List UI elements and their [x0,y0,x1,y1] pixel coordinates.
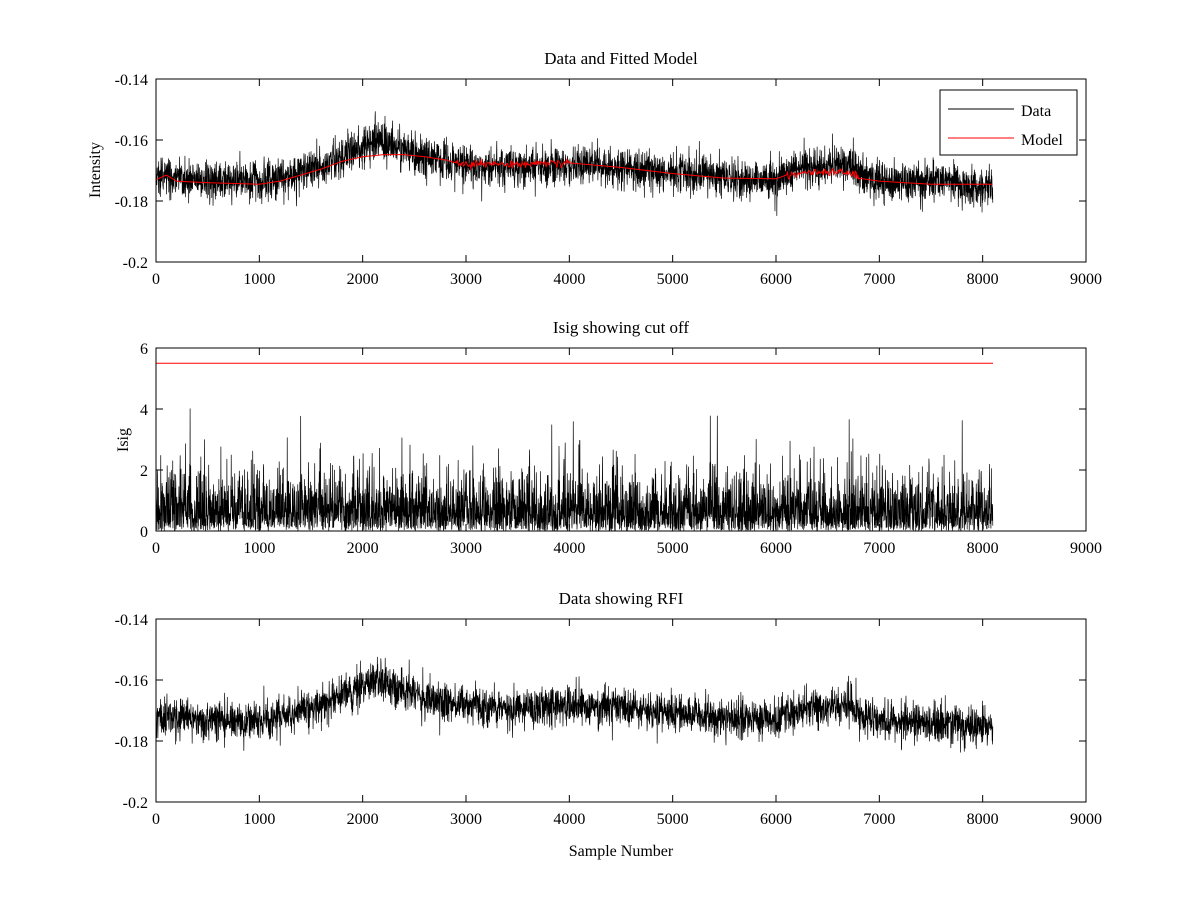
x-tick-label: 6000 [760,540,792,557]
x-tick-label: 0 [152,811,160,828]
x-tick-label: 8000 [967,271,999,288]
axis-ticks: 0 1000 2000 3000 4000 5000 6000 7000 8000 9000 -0.… [115,612,1102,828]
y-tick-label: -0.18 [115,734,148,751]
legend-box [939,89,1078,156]
y-tick-label: 0 [140,524,148,541]
x-tick-label: 8000 [967,540,999,557]
y-tick-label: -0.2 [123,255,148,272]
series-data [156,111,994,216]
x-tick-label: 3000 [450,271,482,288]
x-tick-label: 1000 [243,271,275,288]
y-tick-label: 2 [140,463,148,480]
x-tick-label: 7000 [863,811,895,828]
axes-box [155,347,1087,532]
series-model [156,154,993,185]
panel-data-and-fitted-model: Data and Fitted Model Intensity 0 1000 200… [87,49,1102,288]
x-axis-label: Sample Number [569,843,674,860]
x-tick-label: 3000 [450,811,482,828]
x-tick-label: 4000 [553,540,585,557]
x-tick-label: 4000 [553,271,585,288]
x-tick-label: 4000 [553,811,585,828]
x-tick-label: 1000 [243,811,275,828]
x-tick-label: 8000 [967,811,999,828]
chart-title: Isig showing cut off [553,318,689,337]
chart-title: Data showing RFI [559,589,684,608]
x-tick-label: 9000 [1070,811,1102,828]
legend-label-model: Model [1021,132,1063,149]
y-tick-label: 4 [140,402,148,419]
y-tick-label: -0.16 [115,133,148,150]
y-tick-label: -0.2 [123,795,148,812]
x-tick-label: 5000 [657,540,689,557]
x-tick-label: 7000 [863,540,895,557]
x-tick-label: 5000 [657,811,689,828]
series-isig [156,408,994,531]
x-tick-label: 5000 [657,271,689,288]
series-data [156,656,994,753]
axes-box [155,78,1087,263]
x-tick-label: 9000 [1070,271,1102,288]
x-tick-label: 2000 [347,811,379,828]
y-axis-label: Isig [115,428,132,452]
y-tick-label: -0.14 [115,612,148,629]
plot-area [156,656,994,753]
axis-ticks: 0 1000 2000 3000 4000 5000 6000 7000 8000 9000 -0.… [115,72,1102,288]
plot-area [156,362,994,531]
x-tick-label: 0 [152,540,160,557]
legend-label-data: Data [1021,103,1051,120]
y-tick-label: -0.14 [115,72,148,89]
panel-data-showing-rfi: Data showing RFI 0 1000 2000 3000 4000 5000 60… [115,589,1102,860]
chart-title: Data and Fitted Model [544,49,698,68]
x-tick-label: 2000 [347,271,379,288]
y-tick-label: 6 [140,341,148,358]
legend: Data Model [939,89,1078,156]
y-tick-label: -0.18 [115,194,148,211]
y-axis-label: Intensity [87,142,104,198]
x-tick-label: 2000 [347,540,379,557]
axes-box [155,618,1087,803]
x-tick-label: 7000 [863,271,895,288]
y-tick-label: -0.16 [115,673,148,690]
plot-area [156,111,994,216]
axis-ticks: 0 1000 2000 3000 4000 5000 6000 7000 8000 9000 0 2 4… [140,341,1102,557]
x-tick-label: 3000 [450,540,482,557]
x-tick-label: 9000 [1070,540,1102,557]
x-tick-label: 1000 [243,540,275,557]
panel-isig-showing-cut-off: Isig showing cut off Isig 0 1000 2000 3000 4… [115,318,1102,557]
x-tick-label: 6000 [760,271,792,288]
x-tick-label: 6000 [760,811,792,828]
x-tick-label: 0 [152,271,160,288]
